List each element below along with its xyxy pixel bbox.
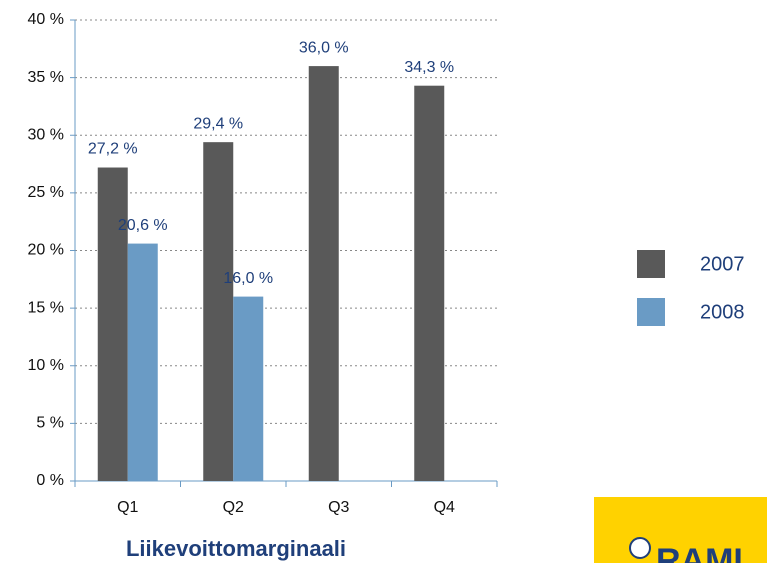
x-tick-label: Q4: [434, 499, 455, 516]
data-label: 27,2 %: [88, 141, 138, 158]
logo-icon: [629, 537, 651, 559]
bar: [127, 243, 158, 481]
y-tick-label: 5 %: [36, 415, 64, 432]
legend-label: 2007: [700, 253, 745, 275]
y-tick-label: 35 %: [28, 69, 64, 86]
x-tick-label: Q3: [328, 499, 349, 516]
data-label: 34,3 %: [404, 59, 454, 76]
x-tick-label: Q2: [223, 499, 244, 516]
bar: [97, 167, 128, 481]
y-tick-label: 30 %: [28, 126, 64, 143]
bar: [203, 142, 234, 482]
y-tick-label: 20 %: [28, 242, 64, 259]
y-tick-label: 0 %: [36, 472, 64, 489]
legend-label: 2008: [700, 301, 745, 323]
legend-swatch: [637, 250, 665, 278]
bar: [414, 85, 445, 481]
data-label: 36,0 %: [299, 39, 349, 56]
y-tick-label: 25 %: [28, 184, 64, 201]
y-tick-label: 40 %: [28, 11, 64, 28]
data-label: 29,4 %: [193, 115, 243, 132]
logo-box: [594, 497, 767, 563]
bar: [233, 296, 264, 481]
y-tick-label: 15 %: [28, 299, 64, 316]
x-tick-label: Q1: [117, 499, 138, 516]
legend-swatch: [637, 298, 665, 326]
logo-text: RAMI: [656, 542, 743, 563]
y-tick-label: 10 %: [28, 357, 64, 374]
bar: [308, 66, 339, 481]
data-label: 16,0 %: [223, 270, 273, 287]
data-label: 20,6 %: [118, 217, 168, 234]
chart-title: Liikevoittomarginaali: [126, 536, 346, 561]
